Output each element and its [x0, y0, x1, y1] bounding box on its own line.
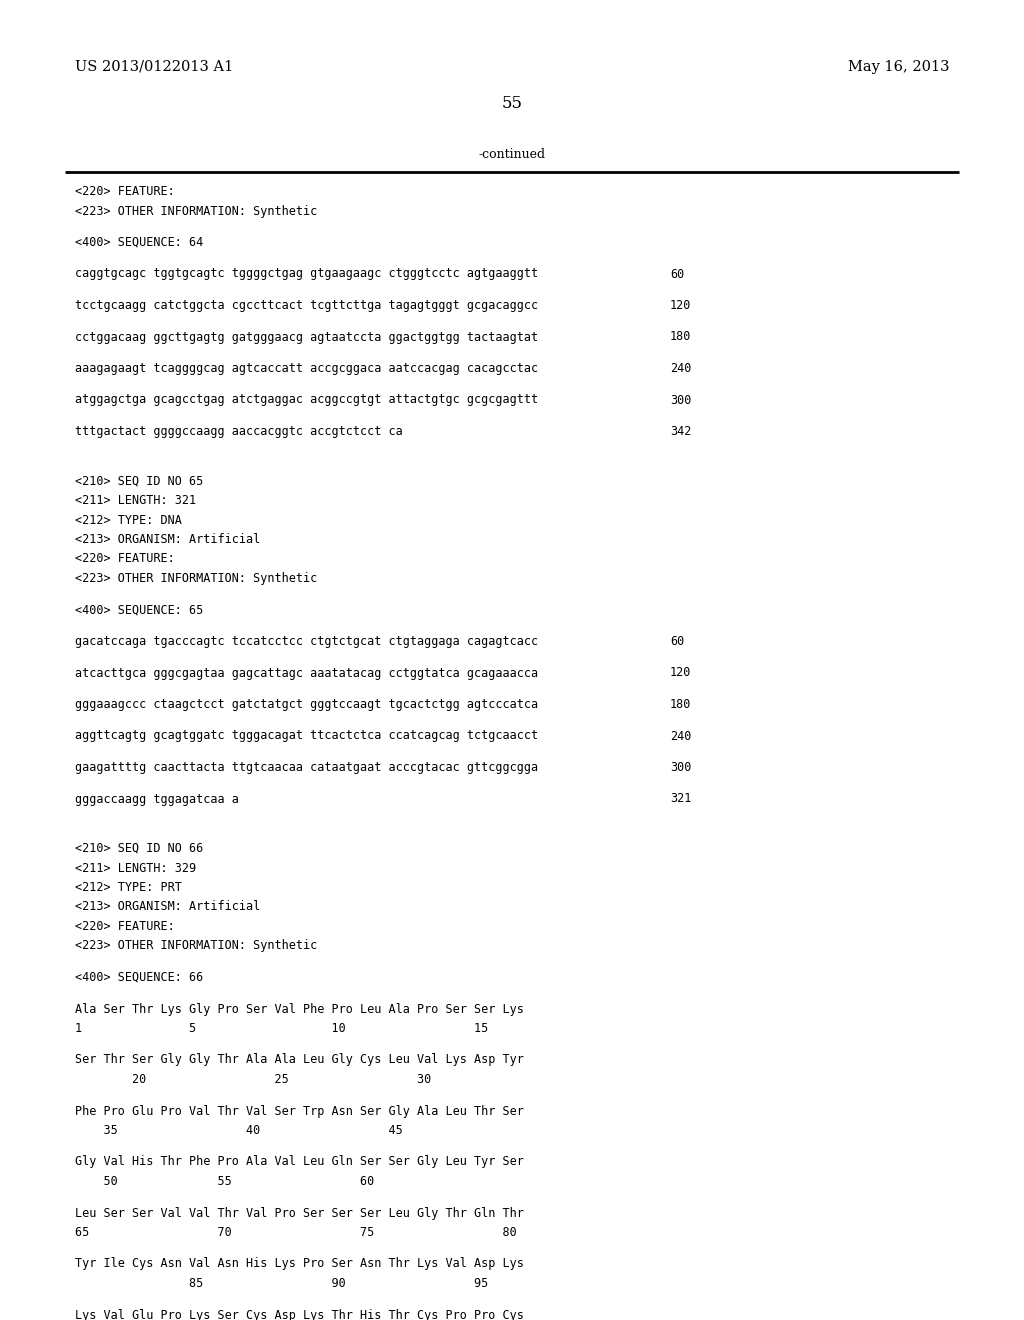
Text: aggttcagtg gcagtggatc tgggacagat ttcactctca ccatcagcag tctgcaacct: aggttcagtg gcagtggatc tgggacagat ttcactc… — [75, 730, 539, 742]
Text: 321: 321 — [670, 792, 691, 805]
Text: 240: 240 — [670, 362, 691, 375]
Text: 20                  25                  30: 20 25 30 — [75, 1073, 431, 1086]
Text: <400> SEQUENCE: 66: <400> SEQUENCE: 66 — [75, 972, 203, 983]
Text: atcacttgca gggcgagtaa gagcattagc aaatatacag cctggtatca gcagaaacca: atcacttgca gggcgagtaa gagcattagc aaatata… — [75, 667, 539, 680]
Text: Phe Pro Glu Pro Val Thr Val Ser Trp Asn Ser Gly Ala Leu Thr Ser: Phe Pro Glu Pro Val Thr Val Ser Trp Asn … — [75, 1105, 524, 1118]
Text: <220> FEATURE:: <220> FEATURE: — [75, 920, 175, 933]
Text: 180: 180 — [670, 698, 691, 711]
Text: 1               5                   10                  15: 1 5 10 15 — [75, 1022, 488, 1035]
Text: gacatccaga tgacccagtc tccatcctcc ctgtctgcat ctgtaggaga cagagtcacc: gacatccaga tgacccagtc tccatcctcc ctgtctg… — [75, 635, 539, 648]
Text: <223> OTHER INFORMATION: Synthetic: <223> OTHER INFORMATION: Synthetic — [75, 940, 317, 953]
Text: 240: 240 — [670, 730, 691, 742]
Text: <223> OTHER INFORMATION: Synthetic: <223> OTHER INFORMATION: Synthetic — [75, 205, 317, 218]
Text: Lys Val Glu Pro Lys Ser Cys Asp Lys Thr His Thr Cys Pro Pro Cys: Lys Val Glu Pro Lys Ser Cys Asp Lys Thr … — [75, 1308, 524, 1320]
Text: 300: 300 — [670, 762, 691, 774]
Text: cctggacaag ggcttgagtg gatgggaacg agtaatccta ggactggtgg tactaagtat: cctggacaag ggcttgagtg gatgggaacg agtaatc… — [75, 330, 539, 343]
Text: 120: 120 — [670, 667, 691, 680]
Text: <212> TYPE: DNA: <212> TYPE: DNA — [75, 513, 182, 527]
Text: May 16, 2013: May 16, 2013 — [848, 59, 949, 74]
Text: <212> TYPE: PRT: <212> TYPE: PRT — [75, 880, 182, 894]
Text: tttgactact ggggccaagg aaccacggtc accgtctcct ca: tttgactact ggggccaagg aaccacggtc accgtct… — [75, 425, 402, 438]
Text: 85                  90                  95: 85 90 95 — [75, 1276, 488, 1290]
Text: Ser Thr Ser Gly Gly Thr Ala Ala Leu Gly Cys Leu Val Lys Asp Tyr: Ser Thr Ser Gly Gly Thr Ala Ala Leu Gly … — [75, 1053, 524, 1067]
Text: <210> SEQ ID NO 66: <210> SEQ ID NO 66 — [75, 842, 203, 855]
Text: caggtgcagc tggtgcagtc tggggctgag gtgaagaagc ctgggtcctc agtgaaggtt: caggtgcagc tggtgcagtc tggggctgag gtgaaga… — [75, 268, 539, 281]
Text: <220> FEATURE:: <220> FEATURE: — [75, 553, 175, 565]
Text: <400> SEQUENCE: 65: <400> SEQUENCE: 65 — [75, 603, 203, 616]
Text: <213> ORGANISM: Artificial: <213> ORGANISM: Artificial — [75, 533, 260, 546]
Text: <211> LENGTH: 329: <211> LENGTH: 329 — [75, 862, 197, 874]
Text: gaagattttg caacttacta ttgtcaacaa cataatgaat acccgtacac gttcggcgga: gaagattttg caacttacta ttgtcaacaa cataatg… — [75, 762, 539, 774]
Text: 300: 300 — [670, 393, 691, 407]
Text: gggaccaagg tggagatcaa a: gggaccaagg tggagatcaa a — [75, 792, 239, 805]
Text: 65                  70                  75                  80: 65 70 75 80 — [75, 1226, 517, 1239]
Text: Tyr Ile Cys Asn Val Asn His Lys Pro Ser Asn Thr Lys Val Asp Lys: Tyr Ile Cys Asn Val Asn His Lys Pro Ser … — [75, 1258, 524, 1270]
Text: <210> SEQ ID NO 65: <210> SEQ ID NO 65 — [75, 474, 203, 487]
Text: <223> OTHER INFORMATION: Synthetic: <223> OTHER INFORMATION: Synthetic — [75, 572, 317, 585]
Text: Leu Ser Ser Val Val Thr Val Pro Ser Ser Ser Leu Gly Thr Gln Thr: Leu Ser Ser Val Val Thr Val Pro Ser Ser … — [75, 1206, 524, 1220]
Text: gggaaagccc ctaagctcct gatctatgct gggtccaagt tgcactctgg agtcccatca: gggaaagccc ctaagctcct gatctatgct gggtcca… — [75, 698, 539, 711]
Text: aaagagaagt tcaggggcag agtcaccatt accgcggaca aatccacgag cacagcctac: aaagagaagt tcaggggcag agtcaccatt accgcgg… — [75, 362, 539, 375]
Text: <213> ORGANISM: Artificial: <213> ORGANISM: Artificial — [75, 900, 260, 913]
Text: 120: 120 — [670, 300, 691, 312]
Text: Ala Ser Thr Lys Gly Pro Ser Val Phe Pro Leu Ala Pro Ser Ser Lys: Ala Ser Thr Lys Gly Pro Ser Val Phe Pro … — [75, 1002, 524, 1015]
Text: Gly Val His Thr Phe Pro Ala Val Leu Gln Ser Ser Gly Leu Tyr Ser: Gly Val His Thr Phe Pro Ala Val Leu Gln … — [75, 1155, 524, 1168]
Text: <220> FEATURE:: <220> FEATURE: — [75, 185, 175, 198]
Text: 50              55                  60: 50 55 60 — [75, 1175, 374, 1188]
Text: <400> SEQUENCE: 64: <400> SEQUENCE: 64 — [75, 236, 203, 249]
Text: 35                  40                  45: 35 40 45 — [75, 1125, 402, 1137]
Text: tcctgcaagg catctggcta cgccttcact tcgttcttga tagagtgggt gcgacaggcc: tcctgcaagg catctggcta cgccttcact tcgttct… — [75, 300, 539, 312]
Text: 55: 55 — [502, 95, 522, 112]
Text: <211> LENGTH: 321: <211> LENGTH: 321 — [75, 494, 197, 507]
Text: atggagctga gcagcctgag atctgaggac acggccgtgt attactgtgc gcgcgagttt: atggagctga gcagcctgag atctgaggac acggccg… — [75, 393, 539, 407]
Text: 180: 180 — [670, 330, 691, 343]
Text: US 2013/0122013 A1: US 2013/0122013 A1 — [75, 59, 233, 74]
Text: 342: 342 — [670, 425, 691, 438]
Text: 60: 60 — [670, 268, 684, 281]
Text: 60: 60 — [670, 635, 684, 648]
Text: -continued: -continued — [478, 148, 546, 161]
